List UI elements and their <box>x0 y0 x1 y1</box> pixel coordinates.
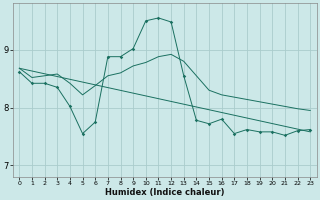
X-axis label: Humidex (Indice chaleur): Humidex (Indice chaleur) <box>105 188 225 197</box>
